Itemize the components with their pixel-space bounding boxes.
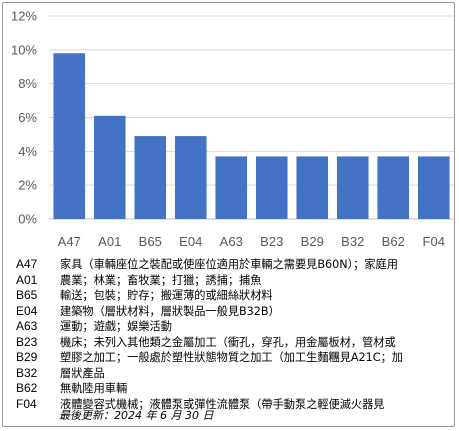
legend-row: F04 液體變容式機械；液體泵或彈性流體泵（帶手動泵之輕便滅火器見 xyxy=(12,397,452,413)
legend-row: E04 建築物（層狀材料，層狀製品一般見B32B） xyxy=(12,304,452,320)
legend-row: A63 運動；遊戲；娛樂活動 xyxy=(12,319,452,335)
legend-description: 運動；遊戲；娛樂活動 xyxy=(60,320,172,333)
y-tick-label: 12% xyxy=(11,9,37,24)
legend-description: 塑膠之加工；一般處於塑性狀態物質之加工（加工生麵糰見A21C；加 xyxy=(60,351,403,364)
bar-a47 xyxy=(53,53,86,219)
legend-code: B29 xyxy=(16,350,38,364)
legend-code: A47 xyxy=(16,257,38,271)
legend-row: B65 輸送；包裝；貯存；搬運薄的或細絲狀材料 xyxy=(12,288,452,304)
x-tick-label: F04 xyxy=(423,234,445,249)
x-tick-label: B32 xyxy=(341,234,364,249)
bar-a01 xyxy=(93,115,126,219)
last-updated-note: 最後更新：2024 年 6 月 30 日 xyxy=(59,409,214,422)
bar-b62 xyxy=(377,156,410,219)
legend-code: A01 xyxy=(16,272,38,287)
legend-row: A47 家具（車輛座位之裝配或使座位適用於車輛之需要見B60N）；家庭用 xyxy=(12,257,452,273)
legend-description: 無軌陸用車輛 xyxy=(60,382,128,395)
x-tick-label: B29 xyxy=(301,234,324,249)
legend-code: B65 xyxy=(16,288,38,302)
bar-chart: 0% 2% 4% 6% 8% 10% 12% A47 A01 B65 E04 A63 B23 B29 B3… xyxy=(11,9,454,249)
legend-row: B32 層狀產品 xyxy=(12,366,452,382)
legend-code: B62 xyxy=(16,381,38,395)
legend-description: 家具（車輛座位之裝配或使座位適用於車輛之需要見B60N）；家庭用 xyxy=(60,258,398,271)
bar-b23 xyxy=(255,156,288,219)
y-tick-label: 0% xyxy=(18,212,37,227)
y-tick-label: 10% xyxy=(11,42,37,57)
x-tick-label: B62 xyxy=(382,234,405,249)
legend-row: B29 塑膠之加工；一般處於塑性狀態物質之加工（加工生麵糰見A21C；加 xyxy=(12,350,452,366)
legend-code: B23 xyxy=(16,334,38,349)
x-tick-label: A01 xyxy=(98,234,121,249)
legend-description: 層狀產品 xyxy=(60,366,105,380)
x-tick-label: A47 xyxy=(58,234,81,249)
bar-b65 xyxy=(134,136,167,219)
legend-row: B62 無軌陸用車輛 xyxy=(12,381,452,397)
bar-f04 xyxy=(417,156,450,219)
bar-a63 xyxy=(215,156,248,219)
legend-description: 建築物（層狀材料，層狀製品一般見B32B） xyxy=(60,304,280,318)
x-tick-label: B23 xyxy=(260,234,283,249)
y-tick-label: 6% xyxy=(18,110,37,125)
legend-description: 機床；未列入其他類之金屬加工（衝孔，穿孔，用金屬板材，管材或 xyxy=(60,335,396,349)
y-axis-ticks: 0% 2% 4% 6% 8% 10% 12% xyxy=(11,9,37,227)
legend-description: 輸送；包裝；貯存；搬運薄的或細絲狀材料 xyxy=(60,289,273,302)
legend-code: E04 xyxy=(16,303,38,318)
legend-code: B32 xyxy=(16,365,38,380)
y-tick-label: 8% xyxy=(18,76,37,91)
legend-description: 農業；林業；畜牧業；打獵；誘捕；捕魚 xyxy=(60,273,262,287)
x-tick-label: E04 xyxy=(179,234,202,249)
ipc-legend: A47 家具（車輛座位之裝配或使座位適用於車輛之需要見B60N）；家庭用 A01 農… xyxy=(12,257,452,412)
x-axis-ticks: A47 A01 B65 E04 A63 B23 B29 B32 B62 F04 xyxy=(58,234,445,249)
legend-code: F04 xyxy=(16,396,37,411)
legend-row: A01 農業；林業；畜牧業；打獵；誘捕；捕魚 xyxy=(12,273,452,289)
legend-code: A63 xyxy=(16,319,38,333)
legend-row: B23 機床；未列入其他類之金屬加工（衝孔，穿孔，用金屬板材，管材或 xyxy=(12,335,452,351)
x-tick-label: A63 xyxy=(220,234,243,249)
legend-description: 液體變容式機械；液體泵或彈性流體泵（帶手動泵之輕便滅火器見 xyxy=(60,397,385,411)
y-tick-label: 4% xyxy=(18,144,37,159)
y-tick-label: 2% xyxy=(18,178,37,193)
bar-b29 xyxy=(296,156,329,219)
bars xyxy=(53,53,450,219)
bar-b32 xyxy=(336,156,369,219)
bar-e04 xyxy=(174,136,207,219)
x-tick-label: B65 xyxy=(139,234,162,249)
